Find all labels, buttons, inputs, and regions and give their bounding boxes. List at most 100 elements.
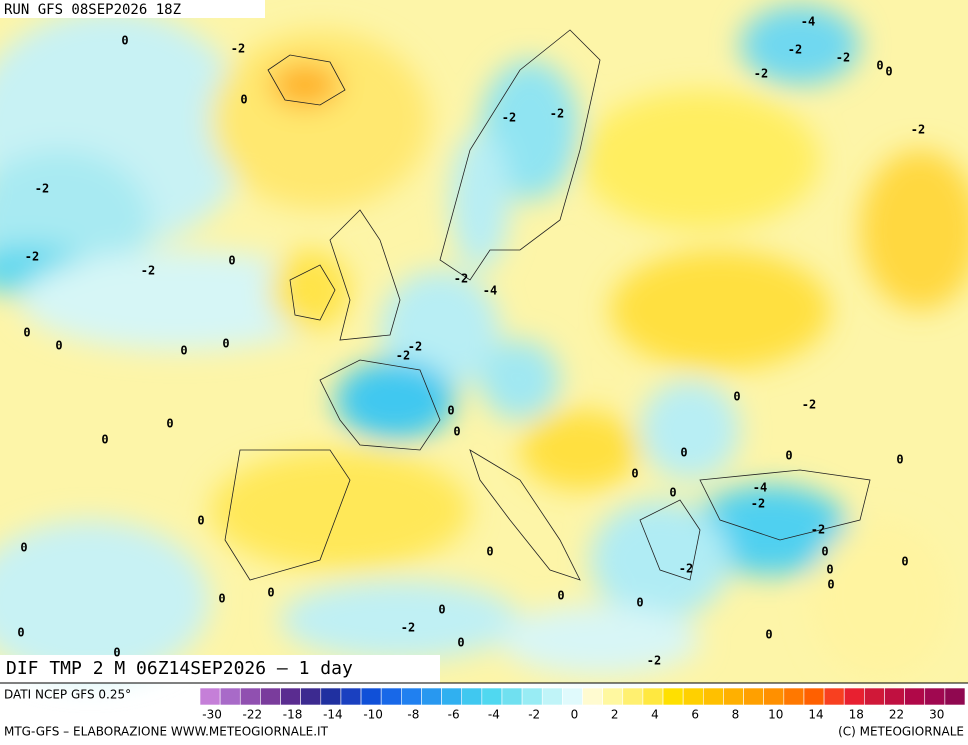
contour-label: 0 [821,545,828,559]
contour-label: -4 [483,284,497,298]
colorbar-cell [562,687,583,706]
colorbar-cell [823,687,845,706]
credit-text: MTG-GFS – ELABORAZIONE WWW.METEOGIORNALE… [4,725,329,739]
colorbar-cell [944,687,966,706]
contour-label: -2 [647,654,661,668]
colorbar-cell [602,687,624,706]
contour-label: -2 [408,340,422,354]
contour-label: 0 [631,467,638,481]
contour-label: 0 [826,563,833,577]
contour-label: -2 [231,42,245,56]
contour-label: 0 [240,93,247,107]
contour-label: 0 [785,449,792,463]
colorbar-cell [260,687,281,706]
colorbar-tick-label: -8 [407,708,419,722]
contour-label: -4 [753,481,767,495]
colorbar-cell [320,687,342,706]
contour-label: -2 [35,182,49,196]
contour-label: 0 [55,339,62,353]
colorbar-cell [904,687,926,706]
contour-label: 0 [222,337,229,351]
copyright-text: (C) METEOGIORNALE [838,725,964,739]
colorbar-cell [521,687,543,706]
colorbar-tick-label: -14 [323,708,343,722]
colorbar-tick-label: 2 [611,708,619,722]
map: RUN GFS 08SEP2026 18Z DIF TMP 2 M 06Z14S… [0,0,968,683]
colorbar-cell [682,687,704,706]
contour-label: 0 [733,390,740,404]
colorbar-cell [239,687,261,706]
colorbar-tick-label: 30 [929,708,944,722]
colorbar-tick-label: 6 [691,708,699,722]
contour-label: -2 [550,107,564,121]
colorbar-cell [723,687,744,706]
field-title: DIF TMP 2 M 06Z14SEP2026 – 1 day [6,658,353,679]
contour-label: 0 [885,65,892,79]
contour-label: 0 [20,541,27,555]
contour-label: -2 [141,264,155,278]
colorbar-tick-label: -18 [283,708,303,722]
colorbar-cell [501,687,523,706]
colorbar-cell [924,687,946,706]
colorbar-cell [702,687,724,706]
contour-label: 0 [113,646,120,660]
contour-label: -2 [811,523,825,537]
colorbar-cell [783,687,805,706]
colorbar-tick-label: 18 [849,708,864,722]
colorbar-cell [642,687,664,706]
contour-label: 0 [180,344,187,358]
coastlines [224,29,871,581]
colorbar-cell [884,687,905,706]
colorbar-tick-label: 22 [889,708,904,722]
contour-label: -4 [801,15,815,29]
colorbar-tick-label: 4 [651,708,659,722]
contour-label: 0 [765,628,772,642]
colorbar-cell [541,687,563,706]
field-box [0,655,440,683]
contour-label: 0 [669,486,676,500]
contour-label: 0 [827,578,834,592]
colorbar-cell [864,687,885,706]
contour-label: -2 [788,43,802,57]
colorbar-cell [380,687,402,706]
contour-label: -2 [454,272,468,286]
contour-label: 0 [228,254,235,268]
contour-label: 0 [636,596,643,610]
contour-label: 0 [486,545,493,559]
colorbar-cell [743,687,764,706]
colorbar-tick-label: 8 [732,708,740,722]
contour-label: -2 [802,398,816,412]
colorbar-tick-label: 10 [768,708,783,722]
colorbar-cell [763,687,785,706]
contour-label: 0 [457,636,464,650]
colorbar-tick-label: 0 [571,708,579,722]
colorbar-cell [300,687,322,706]
colorbar-cell [360,687,382,706]
colorbar-tick-label: -2 [528,708,540,722]
contour-label: 0 [438,603,445,617]
contour-label: 0 [896,453,903,467]
contour-label: 0 [876,59,883,73]
contour-label: 0 [557,589,564,603]
colorbar-tick-label: -6 [448,708,460,722]
contour-label: -2 [679,562,693,576]
contour-label: -2 [754,67,768,81]
contour-label: 0 [218,592,225,606]
source-text: DATI NCEP GFS 0.25° [4,688,131,702]
contour-label: 0 [166,417,173,431]
anomaly-field [0,5,968,680]
contour-label: 0 [197,514,204,528]
contour-label: 0 [267,586,274,600]
colorbar-cell [843,687,865,706]
colorbar-tick-label: -4 [488,708,500,722]
colorbar-cell [622,687,644,706]
contour-label: -2 [751,497,765,511]
contour-label: 0 [101,433,108,447]
colorbar-tick-label: 14 [808,708,823,722]
colorbar-tick-label: -30 [202,708,222,722]
contour-label: -2 [836,51,850,65]
contour-label: 0 [447,404,454,418]
colorbar-cell [421,687,442,706]
